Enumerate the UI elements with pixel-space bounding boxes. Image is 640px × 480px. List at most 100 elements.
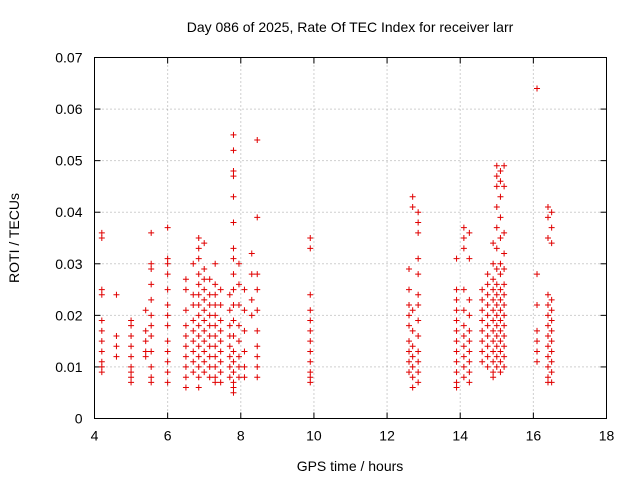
data-point (409, 363, 416, 370)
data-point (493, 281, 500, 288)
data-point (548, 358, 555, 365)
data-point (544, 312, 551, 319)
data-point (534, 348, 541, 355)
data-point (490, 296, 497, 303)
data-point (128, 317, 135, 324)
data-point (307, 245, 314, 252)
data-point (254, 374, 261, 381)
data-point (453, 384, 460, 391)
data-point (548, 307, 555, 314)
data-point (490, 358, 497, 365)
data-point (307, 317, 314, 324)
data-point (212, 374, 219, 381)
data-point (201, 358, 208, 365)
data-point (148, 322, 155, 329)
data-point (460, 245, 467, 252)
data-point (164, 312, 171, 319)
data-point (226, 363, 233, 370)
data-point (164, 224, 171, 231)
data-point (235, 260, 242, 267)
data-point (98, 369, 105, 376)
data-point (230, 332, 237, 339)
data-point (212, 343, 219, 350)
data-point (201, 286, 208, 293)
data-point (190, 291, 197, 298)
data-point (226, 343, 233, 350)
data-point (415, 358, 422, 365)
data-point (235, 281, 242, 288)
data-point (415, 348, 422, 355)
data-point (98, 338, 105, 345)
data-point (142, 353, 149, 360)
data-point (201, 307, 208, 314)
y-axis-label: ROTI / TECUs (6, 193, 22, 283)
data-point (544, 343, 551, 350)
data-point (501, 162, 508, 169)
y-tick-label: 0.05 (55, 153, 82, 169)
data-point (493, 224, 500, 231)
data-point (493, 162, 500, 169)
data-point (195, 235, 202, 241)
data-point (128, 369, 135, 376)
data-point (497, 358, 504, 365)
data-point (212, 281, 219, 288)
data-point (453, 296, 460, 303)
data-point (195, 343, 202, 350)
data-point (453, 317, 460, 324)
data-point (182, 353, 189, 360)
data-point (113, 332, 120, 339)
axis-ticks (94, 57, 607, 419)
data-point (190, 338, 197, 345)
data-point (497, 167, 504, 174)
data-point (466, 255, 473, 262)
data-point (235, 353, 242, 360)
data-point (164, 348, 171, 355)
data-point (307, 291, 314, 298)
data-point (248, 250, 255, 257)
y-tick-label: 0.02 (55, 307, 82, 323)
data-point (217, 302, 224, 309)
data-point (164, 338, 171, 345)
data-point (307, 338, 314, 345)
data-point (548, 240, 555, 247)
data-point (490, 374, 497, 381)
data-point (497, 369, 504, 376)
data-point (307, 379, 314, 386)
data-point (548, 379, 555, 386)
data-point (164, 302, 171, 309)
x-tick-label: 16 (526, 428, 542, 444)
data-point (248, 312, 255, 319)
data-point (479, 286, 486, 293)
data-point (254, 363, 261, 370)
data-point (453, 286, 460, 293)
data-point (479, 348, 486, 355)
data-point (201, 265, 208, 272)
data-point (206, 312, 213, 319)
data-point (466, 348, 473, 355)
y-tick-label: 0 (75, 411, 83, 427)
data-point (406, 312, 413, 319)
data-point (484, 281, 491, 288)
data-point (98, 317, 105, 324)
data-point (544, 291, 551, 298)
data-point (217, 317, 224, 324)
data-point (254, 286, 261, 293)
data-point (544, 332, 551, 339)
data-point (493, 245, 500, 252)
data-point (148, 363, 155, 370)
data-point (248, 296, 255, 303)
data-point (490, 240, 497, 247)
data-point (548, 369, 555, 376)
data-point (307, 369, 314, 376)
data-point (466, 312, 473, 319)
data-point (415, 219, 422, 226)
data-point (479, 307, 486, 314)
data-point (212, 312, 219, 319)
data-point (182, 322, 189, 329)
data-point (148, 296, 155, 303)
data-point (484, 322, 491, 329)
data-point (98, 348, 105, 355)
data-point (226, 353, 233, 360)
plot-frame (94, 57, 607, 419)
data-point (195, 353, 202, 360)
